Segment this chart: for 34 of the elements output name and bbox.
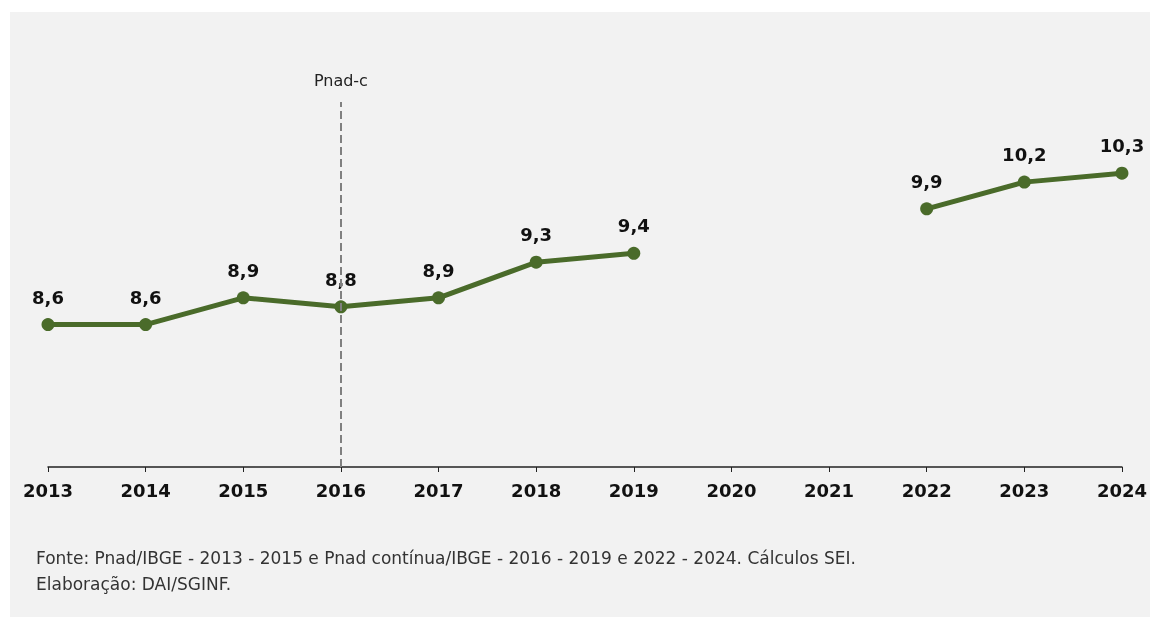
point bbox=[432, 291, 446, 305]
x-tick-label: 2013 bbox=[22, 479, 74, 501]
point bbox=[41, 318, 55, 332]
data-label: 8,8 bbox=[324, 268, 357, 290]
point bbox=[529, 255, 543, 269]
point bbox=[1115, 166, 1129, 180]
data-label: 10,2 bbox=[1002, 144, 1047, 166]
x-tick-label: 2019 bbox=[608, 479, 659, 501]
ref-line-label: Pnad-c bbox=[313, 70, 368, 90]
x-tick-label: 2017 bbox=[413, 479, 464, 501]
text: Elaboração: DAI/SGINF. bbox=[36, 573, 233, 596]
x-tick-label: 2018 bbox=[511, 479, 562, 501]
data-label: 8,9 bbox=[227, 259, 260, 281]
point bbox=[1017, 175, 1031, 189]
x-tick-label: 2023 bbox=[999, 479, 1050, 501]
x-tick-label: 2022 bbox=[901, 479, 952, 501]
data-label: 9,9 bbox=[910, 170, 943, 192]
data-label: 10,3 bbox=[1099, 135, 1145, 157]
x-tick-label: 2016 bbox=[315, 479, 366, 501]
point bbox=[139, 318, 153, 332]
data-label: 9,3 bbox=[520, 224, 553, 246]
point bbox=[236, 291, 250, 305]
x-tick-label: 2021 bbox=[804, 479, 855, 501]
point bbox=[920, 202, 934, 216]
data-label: 9,4 bbox=[617, 215, 650, 237]
x-tick-label: 2014 bbox=[120, 479, 171, 501]
data-label: 8,9 bbox=[422, 259, 455, 281]
x-tick-label: 2020 bbox=[706, 479, 757, 501]
x-tick-label: 2015 bbox=[218, 479, 269, 501]
x-tick-label: 2024 bbox=[1096, 479, 1148, 501]
data-label: 8,6 bbox=[129, 286, 162, 308]
point bbox=[627, 246, 641, 260]
data-label: 8,6 bbox=[32, 286, 64, 308]
source-note: Fonte: Pnad/IBGE - 2013 - 2015 e Pnad contínua/IBGE - 2016 - 2019 e 2022 - 2024. Cálculos SEI. bbox=[36, 547, 856, 570]
